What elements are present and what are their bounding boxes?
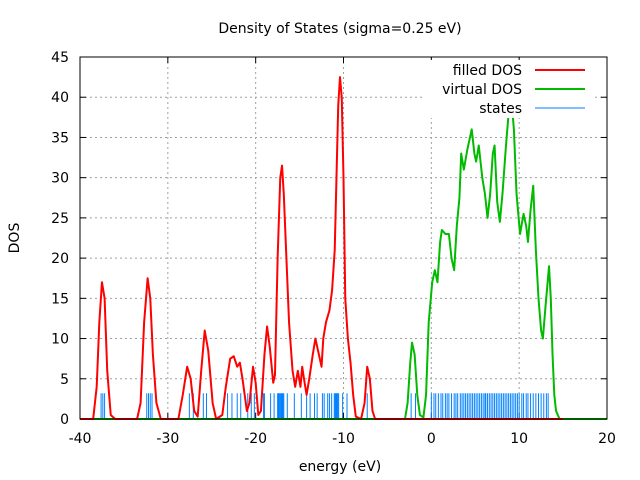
y-tick-label: 5 [60,372,69,388]
y-tick-label: 35 [51,130,69,146]
y-tick-label: 25 [51,211,69,227]
y-tick-label: 30 [51,171,69,187]
legend-label-filled: filled DOS [453,63,522,79]
x-tick-label: 0 [427,431,436,447]
y-tick-label: 15 [51,291,69,307]
y-axis-label: DOS [7,223,23,254]
y-tick-label: 0 [60,412,69,428]
y-tick-label: 45 [51,50,69,66]
x-axis-label: energy (eV) [299,459,381,475]
y-tick-label: 20 [51,251,69,267]
legend-label-states: states [479,101,522,117]
y-tick-label: 40 [51,90,69,106]
y-tick-label: 10 [51,332,69,348]
x-tick-label: -30 [156,431,179,447]
x-tick-label: -10 [332,431,355,447]
x-tick-label: -20 [244,431,267,447]
x-tick-label: 10 [510,431,528,447]
filled-dos-line [80,76,564,420]
x-tick-label: 20 [598,431,616,447]
virtual-dos-line [80,96,607,420]
plot-border [79,56,608,420]
dos-lines [80,76,607,420]
chart-title: Density of States (sigma=0.25 eV) [218,21,461,37]
legend: filled DOS virtual DOS states [425,60,595,118]
x-tick-label: -40 [69,431,92,447]
legend-label-virtual: virtual DOS [442,82,522,98]
states-series [100,393,549,419]
